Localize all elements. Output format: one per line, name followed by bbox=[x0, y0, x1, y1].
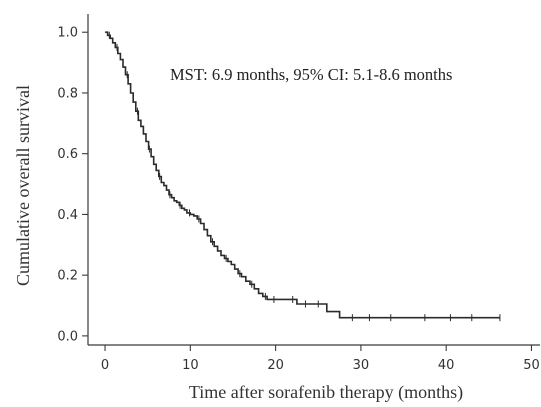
y-tick-label: 0.2 bbox=[57, 269, 78, 284]
y-tick-label: 0.0 bbox=[57, 329, 78, 344]
y-tick-label: 0.4 bbox=[57, 208, 78, 223]
y-axis-ticks: 0.0 0.2 0.4 0.6 0.8 1.0 bbox=[57, 26, 88, 344]
x-tick-label: 0 bbox=[101, 358, 109, 373]
x-axis-ticks: 0 10 20 30 40 50 bbox=[101, 345, 540, 373]
x-tick-label: 40 bbox=[438, 358, 455, 373]
x-tick-label: 30 bbox=[353, 358, 370, 373]
censor-marks bbox=[108, 31, 501, 322]
x-tick-label: 20 bbox=[267, 358, 284, 373]
plot-area: 0.0 0.2 0.4 0.6 0.8 1.0 0 10 20 30 40 50 bbox=[57, 14, 540, 373]
y-tick-label: 0.8 bbox=[57, 86, 78, 101]
y-tick-label: 0.6 bbox=[57, 147, 78, 162]
x-axis-title: Time after sorafenib therapy (months) bbox=[189, 382, 463, 403]
x-tick-label: 10 bbox=[182, 358, 199, 373]
median-survival-annotation: MST: 6.9 months, 95% CI: 5.1-8.6 months bbox=[170, 65, 452, 84]
y-axis-title: Cumulative overall survival bbox=[13, 85, 33, 286]
y-tick-label: 1.0 bbox=[57, 26, 78, 41]
x-tick-label: 50 bbox=[523, 358, 540, 373]
